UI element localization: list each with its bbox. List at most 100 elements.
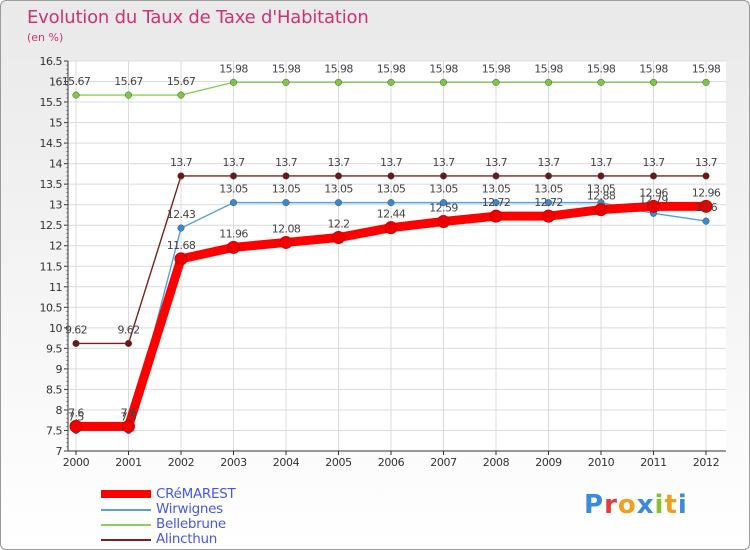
y-tick-label: 8: [56, 404, 63, 417]
data-label: 13.7: [537, 156, 560, 169]
logo-letter: o: [617, 490, 637, 520]
y-tick-label: 16: [49, 76, 62, 89]
data-label: 12.96: [639, 186, 668, 199]
data-label: 15.98: [324, 62, 353, 75]
data-label: 7.5: [68, 410, 84, 423]
data-label: 13.05: [377, 183, 406, 196]
data-point: [334, 172, 343, 180]
logo-letter: t: [664, 490, 678, 520]
data-point: [702, 78, 710, 86]
data-label: 7.6: [68, 406, 84, 419]
data-label: 13.7: [590, 156, 613, 169]
data-label: 15.98: [692, 62, 721, 75]
data-point: [542, 209, 555, 223]
x-tick-label: 2009: [535, 456, 562, 469]
data-label: 12.96: [692, 186, 721, 199]
data-point: [649, 78, 658, 86]
y-tick-label: 15.5: [40, 96, 63, 109]
data-point: [699, 199, 713, 213]
data-label: 12.08: [272, 222, 301, 235]
y-tick-label: 9: [56, 363, 63, 376]
data-label: 12.44: [377, 208, 406, 221]
y-tick-label: 11: [49, 281, 62, 294]
data-label: 15.67: [62, 75, 91, 88]
data-label: 13.05: [587, 183, 616, 196]
legend-swatch: [101, 490, 151, 498]
data-label: 13.05: [272, 183, 301, 196]
data-point: [439, 78, 448, 86]
data-point: [594, 203, 608, 217]
data-label: 13.7: [170, 156, 193, 169]
chart-subtitle: (en %): [27, 31, 64, 44]
x-tick-label: 2001: [115, 456, 141, 469]
data-label: 13.7: [642, 156, 665, 169]
data-point: [387, 172, 395, 180]
data-label: 13.05: [429, 183, 458, 196]
plot-area: [68, 61, 726, 451]
data-label: 9.62: [117, 323, 139, 336]
data-label: 13.05: [534, 183, 563, 196]
data-point: [279, 235, 293, 249]
x-tick-label: 2006: [378, 456, 405, 469]
data-point: [439, 172, 448, 180]
x-tick-label: 2003: [220, 456, 247, 469]
data-point: [334, 78, 343, 86]
data-point: [387, 199, 395, 207]
y-tick-label: 15: [49, 117, 62, 130]
data-point: [544, 172, 553, 180]
data-label: 13.7: [222, 156, 245, 169]
data-label: 12.88: [587, 190, 616, 203]
data-point: [702, 172, 710, 180]
data-label: 15.98: [639, 62, 668, 75]
data-label: 7.6: [121, 406, 137, 419]
y-tick-label: 14: [49, 158, 62, 171]
chart-title: Evolution du Taux de Taxe d'Habitation: [27, 7, 369, 28]
y-tick-label: 12.5: [40, 219, 63, 232]
y-tick-label: 8.5: [46, 383, 62, 396]
x-tick-label: 2010: [588, 456, 615, 469]
data-label: 13.7: [432, 156, 455, 169]
data-point: [282, 78, 290, 86]
y-tick-label: 13: [49, 199, 62, 212]
data-point: [439, 199, 448, 207]
data-point: [124, 339, 133, 347]
data-point: [334, 199, 343, 207]
data-label: 13.7: [695, 156, 718, 169]
data-label: 15.67: [114, 75, 143, 88]
data-point: [227, 240, 240, 254]
data-label: 15.98: [219, 62, 248, 75]
y-tick-label: 13.5: [40, 178, 63, 191]
y-tick-label: 16.5: [40, 55, 63, 68]
data-label: 11.68: [167, 239, 196, 252]
data-label: 12.79: [639, 193, 668, 206]
data-label: 13.7: [327, 156, 350, 169]
x-tick-label: 2012: [693, 456, 719, 469]
y-tick-label: 10: [49, 322, 62, 335]
x-tick-label: 2000: [63, 456, 90, 469]
data-point: [174, 252, 188, 266]
data-point: [69, 419, 83, 433]
data-label: 12.43: [167, 208, 196, 221]
data-point: [544, 78, 553, 86]
data-point: [492, 78, 500, 86]
data-label: 12.72: [534, 196, 563, 209]
data-point: [384, 221, 398, 235]
logo-letter: i: [654, 490, 665, 520]
data-point: [282, 199, 290, 207]
x-tick-label: 2008: [483, 456, 510, 469]
data-label: 7.5: [121, 410, 137, 423]
legend-label: CRéMAREST: [156, 486, 236, 502]
data-label: 13.7: [275, 156, 298, 169]
data-point: [229, 78, 238, 86]
y-tick-label: 12: [49, 240, 62, 253]
logo-letter: x: [636, 490, 655, 520]
data-label: 15.98: [482, 62, 511, 75]
data-point: [544, 199, 553, 207]
logo-letter: r: [604, 490, 618, 520]
data-point: [437, 215, 450, 229]
data-point: [489, 209, 503, 223]
data-label: 13.05: [219, 183, 248, 196]
x-tick-label: 2004: [273, 456, 300, 469]
